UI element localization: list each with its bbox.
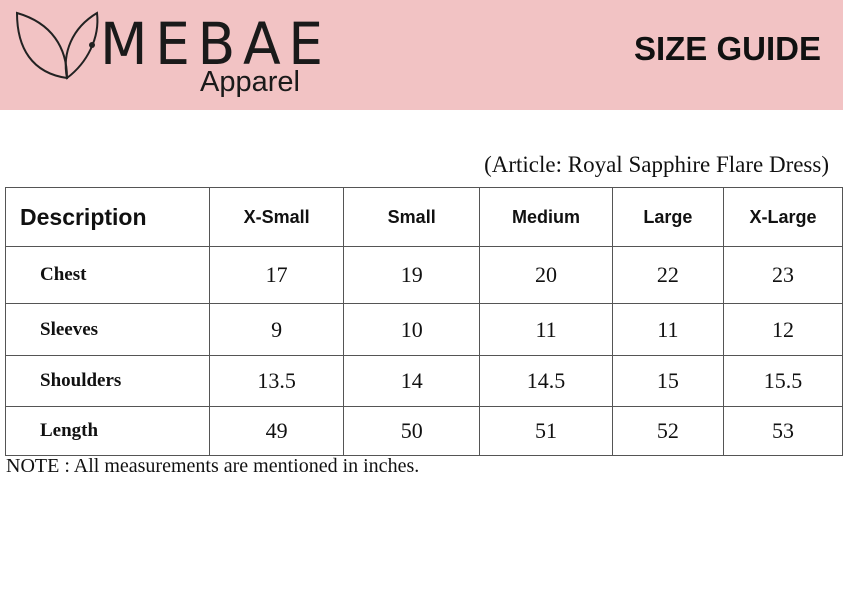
title: SIZE GUIDE (633, 30, 821, 67)
column-header: Small (342, 187, 481, 247)
table-row: Length 49 50 51 52 53 (4, 406, 843, 456)
measurement: 17 (209, 246, 344, 304)
column-header: X-Large (723, 187, 843, 247)
brand: MEBAE (100, 10, 331, 78)
row-label: Length (4, 406, 211, 456)
logo-icon (15, 11, 99, 80)
measurement: 10 (342, 303, 481, 356)
row-label: Sleeves (4, 303, 211, 356)
measurement: 23 (723, 246, 843, 304)
column-header: Medium (479, 187, 613, 247)
column-header: Large (611, 187, 725, 247)
article: (Article: Royal Sapphire Flare Dress) (484, 152, 829, 177)
measurement: 49 (209, 406, 344, 456)
tagline: Apparel (200, 66, 300, 98)
measurement: 15.5 (723, 355, 843, 407)
table-row: Sleeves 9 10 11 11 12 (4, 303, 843, 356)
measurement: 50 (342, 406, 481, 456)
measurement: 12 (723, 303, 843, 356)
measurement: 9 (209, 303, 344, 356)
measurement: 20 (479, 246, 613, 304)
measurement: 53 (723, 406, 843, 456)
measurement: 11 (479, 303, 613, 356)
measurement: 13.5 (209, 355, 344, 407)
measurement: 11 (611, 303, 725, 356)
measurement: 15 (611, 355, 725, 407)
size-table: Description X-Small Small Medium Large X-Larg… (4, 187, 843, 456)
column-header: Description (4, 187, 211, 247)
measurement: 14.5 (479, 355, 613, 407)
header-row: Description X-Small Small Medium Large X-Larg… (4, 187, 843, 247)
measurement: 19 (342, 246, 481, 304)
row-label: Shoulders (4, 355, 211, 407)
header-band: MEBAE Apparel SIZE GUIDE (0, 0, 843, 110)
table-row: Shoulders 13.5 14 14.5 15 15.5 (4, 355, 843, 407)
measurement: 52 (611, 406, 725, 456)
measurement: 22 (611, 246, 725, 304)
note: NOTE : All measurements are mentioned in… (6, 455, 420, 477)
table-row: Chest 17 19 20 22 23 (4, 246, 843, 304)
column-header: X-Small (209, 187, 344, 247)
measurement: 51 (479, 406, 613, 456)
measurement: 14 (342, 355, 481, 407)
row-label: Chest (4, 246, 211, 304)
